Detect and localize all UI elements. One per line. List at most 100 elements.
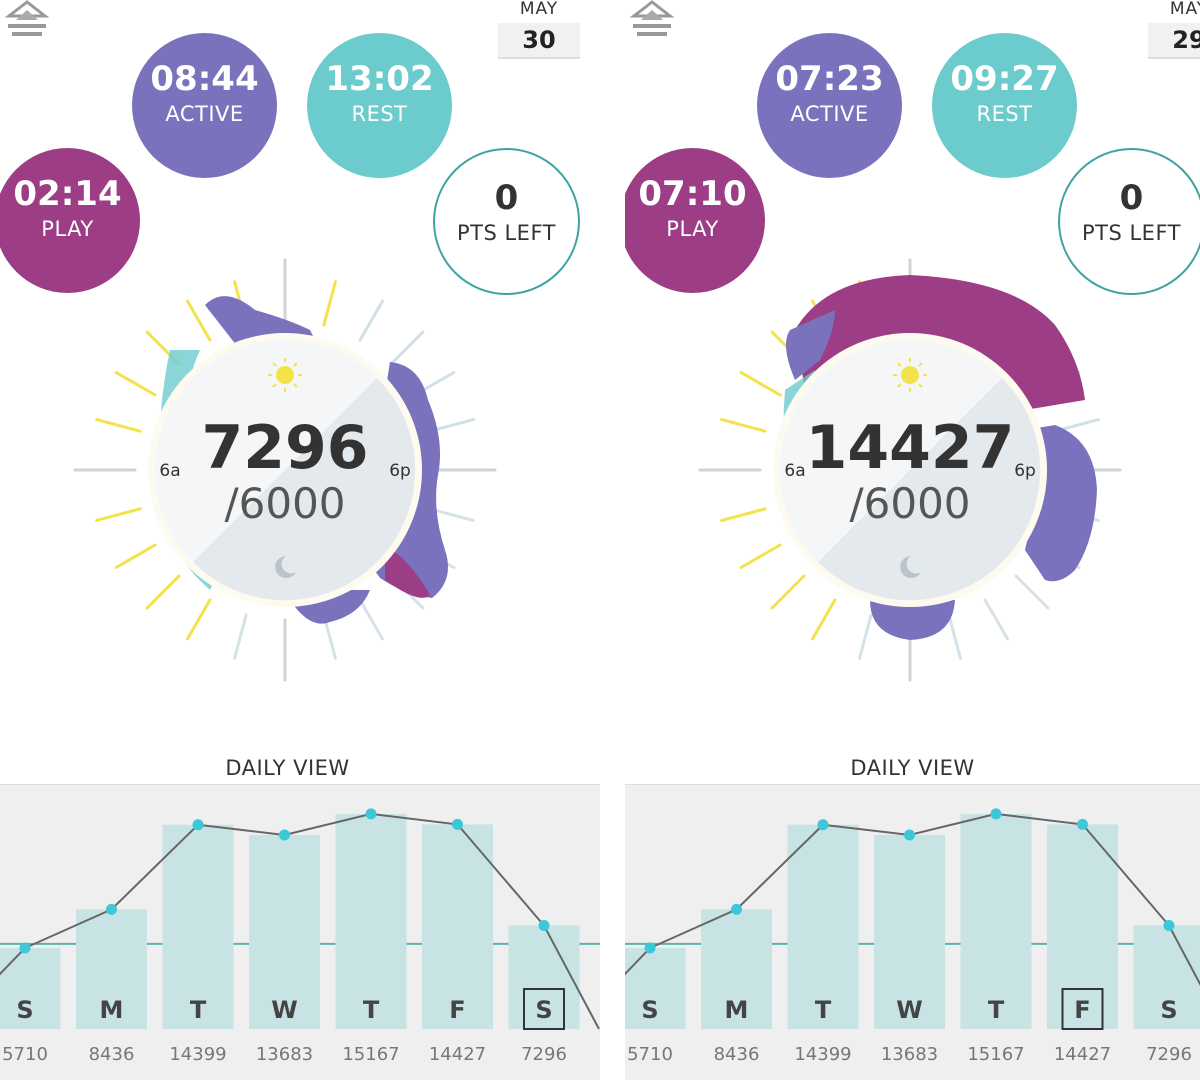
trend-point[interactable]: [192, 819, 204, 831]
day-bar[interactable]: [162, 824, 234, 1029]
date-month: MAY: [1169, 0, 1200, 19]
active-time-bubble[interactable]: 08:44 ACTIVE: [132, 33, 277, 178]
weekly-chart-svg: S 5710 M 8436 T 14399 W 13683 T 15167 F 14427 S 7296: [625, 808, 1200, 1065]
active-time-value: 07:23: [775, 59, 884, 99]
day-bar[interactable]: [1133, 925, 1200, 1029]
day-step-value: 15167: [967, 1044, 1024, 1065]
day-panel-may-30: MAY 30 08:44 ACTIVE 13:02 REST 02:14 PLA…: [0, 0, 600, 1080]
active-time-bubble[interactable]: 07:23 ACTIVE: [757, 33, 902, 178]
trend-point[interactable]: [1077, 818, 1088, 830]
dial-ray: [389, 330, 425, 366]
points-left-value: 0: [1119, 178, 1144, 218]
date-day: 29: [1148, 23, 1200, 59]
day-bar[interactable]: [0, 948, 61, 1029]
dial-ray: [720, 507, 767, 522]
rest-time-bubble[interactable]: 09:27 REST: [932, 33, 1077, 178]
day-bar[interactable]: [76, 909, 147, 1029]
trend-point[interactable]: [817, 819, 829, 831]
trend-point[interactable]: [1163, 920, 1175, 932]
tree-logo-icon[interactable]: [629, 0, 675, 40]
dial-ray: [983, 598, 1009, 641]
dial-ray: [95, 418, 142, 433]
trend-point[interactable]: [279, 829, 290, 841]
day-step-value: 5710: [2, 1044, 48, 1065]
sun-icon: [893, 358, 927, 392]
day-bar[interactable]: [625, 948, 686, 1029]
activity-dial[interactable]: 7296 /6000 6a 6p: [60, 250, 510, 690]
dial-ray: [322, 280, 337, 327]
points-left-value: 0: [494, 178, 519, 218]
trend-point[interactable]: [990, 808, 1002, 820]
day-step-value: 14427: [429, 1044, 486, 1065]
day-label: F: [1074, 996, 1090, 1024]
dial-ray: [428, 507, 475, 522]
dial-ray: [114, 543, 157, 569]
day-bar[interactable]: [508, 925, 580, 1029]
selected-day-box: [1061, 988, 1104, 1030]
day-bar[interactable]: [960, 813, 1032, 1029]
play-time-label: PLAY: [666, 217, 719, 241]
day-step-value: 5710: [627, 1044, 673, 1065]
rest-time-label: REST: [976, 102, 1033, 126]
date-picker[interactable]: MAY 30: [498, 0, 580, 59]
day-step-value: 13683: [881, 1044, 938, 1065]
trend-point[interactable]: [644, 942, 656, 954]
trend-point[interactable]: [365, 808, 377, 820]
day-bar[interactable]: [249, 834, 320, 1029]
points-left-bubble[interactable]: 0 PTS LEFT: [1058, 148, 1200, 295]
day-label: M: [100, 996, 124, 1024]
step-count: 7296: [202, 413, 369, 483]
day-label: S: [1160, 996, 1177, 1024]
dial-ray: [739, 543, 782, 569]
date-month: MAY: [519, 0, 559, 19]
day-label: S: [16, 996, 33, 1024]
active-time-label: ACTIVE: [790, 102, 869, 126]
selected-day-box: [523, 988, 565, 1030]
play-time-bubble[interactable]: 02:14 PLAY: [0, 148, 140, 293]
dial-ray: [811, 598, 837, 641]
play-time-value: 07:10: [638, 174, 747, 214]
moon-icon: [900, 556, 921, 578]
day-bar[interactable]: [422, 824, 493, 1029]
activity-dial[interactable]: 14427 /6000 6a 6p: [685, 250, 1135, 690]
dial-ray: [358, 598, 384, 641]
day-bar[interactable]: [701, 909, 772, 1029]
dial-ray: [720, 418, 767, 433]
trend-point[interactable]: [452, 818, 463, 830]
play-time-bubble[interactable]: 07:10 PLAY: [625, 148, 765, 293]
day-bar[interactable]: [1047, 824, 1118, 1029]
rest-time-bubble[interactable]: 13:02 REST: [307, 33, 452, 178]
pm-label: 6p: [1014, 461, 1036, 481]
activity-dial-rays: [73, 258, 497, 682]
day-panel-may-29: MAY 29 07:23 ACTIVE 09:27 REST 07:10 PLA…: [625, 0, 1200, 1080]
points-left-bubble[interactable]: 0 PTS LEFT: [433, 148, 580, 295]
dial-ray: [358, 299, 384, 342]
weekly-chart[interactable]: S 5710 M 8436 T 14399 W 13683 T 15167 F 14427 S 7296: [625, 784, 1200, 1080]
day-label: T: [190, 996, 207, 1024]
dial-ray: [1014, 574, 1050, 610]
weekly-chart[interactable]: S 5710 M 8436 T 14399 W 13683 T 15167 F 14427 S 7296: [0, 784, 600, 1080]
dial-ray: [858, 613, 873, 660]
dial-ray: [770, 574, 806, 610]
trend-point[interactable]: [731, 903, 742, 915]
weekly-chart-svg: S 5710 M 8436 T 14399 W 13683 T 15167 F 14427 S 7296: [0, 808, 600, 1065]
day-bar[interactable]: [787, 824, 859, 1029]
pm-label: 6p: [389, 461, 411, 481]
rest-time-label: REST: [351, 102, 408, 126]
day-label: S: [535, 996, 552, 1024]
tree-logo-icon[interactable]: [4, 0, 50, 40]
trend-point[interactable]: [904, 829, 915, 841]
trend-point[interactable]: [19, 942, 31, 954]
trend-point[interactable]: [538, 920, 550, 932]
date-picker[interactable]: MAY 29: [1148, 0, 1200, 59]
points-left-label: PTS LEFT: [1081, 221, 1181, 245]
daily-view-title: DAILY VIEW: [850, 756, 975, 780]
day-bar[interactable]: [874, 834, 945, 1029]
active-time-label: ACTIVE: [165, 102, 244, 126]
day-step-value: 14427: [1054, 1044, 1111, 1065]
trend-point[interactable]: [106, 903, 117, 915]
dial-ray: [739, 371, 782, 397]
step-count: 14427: [806, 413, 1015, 483]
day-bar[interactable]: [335, 813, 407, 1029]
dial-ray: [186, 598, 212, 641]
